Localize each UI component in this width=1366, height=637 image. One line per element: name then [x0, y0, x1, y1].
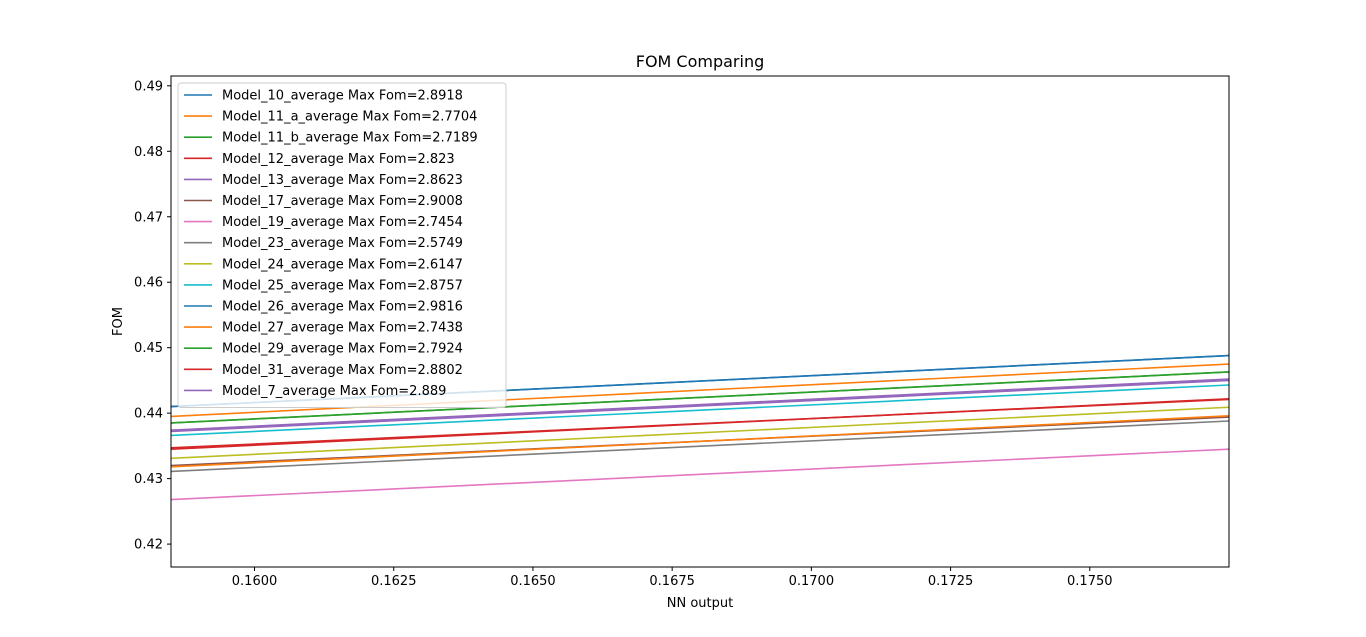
series-line-13	[170, 397, 1230, 450]
y-tick-label: 0.43	[134, 472, 163, 487]
legend-entry: Model_29_average Max Fom=2.7924	[222, 342, 463, 357]
legend-entry: Model_12_average Max Fom=2.823	[222, 152, 455, 167]
chart-title: FOM Comparing	[636, 52, 765, 71]
y-tick-label: 0.49	[134, 79, 163, 94]
y-tick-label: 0.45	[134, 341, 163, 356]
x-tick-label: 0.1725	[928, 574, 974, 589]
legend-entry: Model_25_average Max Fom=2.8757	[222, 278, 463, 293]
series-line-6	[170, 448, 1230, 501]
series-line-7	[170, 420, 1230, 473]
y-tick-label: 0.44	[134, 407, 163, 422]
x-tick-label: 0.1625	[371, 574, 417, 589]
y-tick-label: 0.47	[134, 210, 163, 225]
series-line-12	[170, 371, 1230, 424]
x-axis-label: NN output	[667, 596, 733, 611]
legend: Model_10_average Max Fom=2.8918 Model_11_…	[177, 82, 507, 408]
legend-entry: Model_26_average Max Fom=2.9816	[222, 300, 463, 315]
legend-entry: Model_27_average Max Fom=2.7438	[222, 321, 463, 336]
x-axis: 0.1600 0.1625 0.1650 0.1675 0.1700 0.1725 0.17…	[232, 567, 1113, 589]
series-line-8	[170, 406, 1230, 460]
legend-entry: Model_31_average Max Fom=2.8802	[222, 363, 463, 378]
series-line-4	[170, 379, 1230, 433]
legend-entry: Model_17_average Max Fom=2.9008	[222, 194, 463, 209]
y-tick-label: 0.48	[134, 145, 163, 160]
legend-entry: Model_11_b_average Max Fom=2.7189	[222, 131, 478, 146]
x-tick-label: 0.1700	[789, 574, 835, 589]
legend-entry: Model_23_average Max Fom=2.5749	[222, 236, 463, 251]
series-line-11	[170, 414, 1230, 468]
legend-entry: Model_10_average Max Fom=2.8918	[222, 89, 463, 104]
x-tick-label: 0.1600	[232, 574, 278, 589]
legend-entry: Model_7_average Max Fom=2.889	[222, 384, 446, 399]
x-tick-label: 0.1675	[649, 574, 695, 589]
series-line-9	[170, 384, 1230, 437]
y-tick-label: 0.42	[134, 538, 163, 553]
y-axis: 0.42 0.43 0.44 0.45 0.46 0.47 0.48 0.49	[134, 79, 171, 553]
x-tick-label: 0.1750	[1067, 574, 1113, 589]
plot-frame	[170, 75, 1230, 568]
legend-entry: Model_13_average Max Fom=2.8623	[222, 173, 463, 188]
legend-entry: Model_24_average Max Fom=2.6147	[222, 257, 463, 272]
series-line-14	[170, 378, 1230, 431]
x-tick-label: 0.1650	[510, 574, 556, 589]
legend-entry: Model_19_average Max Fom=2.7454	[222, 215, 463, 230]
y-tick-label: 0.46	[134, 276, 163, 291]
legend-entry: Model_11_a_average Max Fom=2.7704	[222, 110, 477, 125]
y-axis-label: FOM	[111, 307, 126, 336]
legend-box	[177, 82, 507, 408]
